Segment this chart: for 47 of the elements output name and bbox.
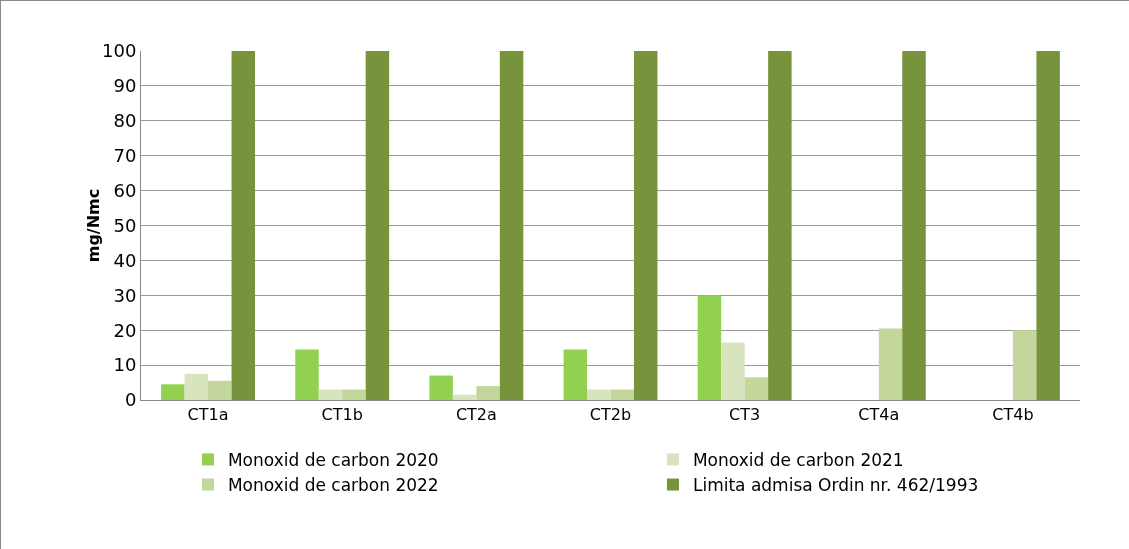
bar xyxy=(476,386,500,400)
bar xyxy=(499,51,524,400)
bar xyxy=(744,377,769,400)
y-tick-label: 50 xyxy=(113,214,137,236)
y-tick-label: 70 xyxy=(113,145,137,166)
x-tick-label: CT1b xyxy=(321,405,363,425)
bar xyxy=(184,373,209,400)
x-tick-label: CT1a xyxy=(187,405,229,425)
y-tick-label: 10 xyxy=(113,354,137,376)
bar xyxy=(231,51,256,400)
bar xyxy=(295,349,319,400)
y-tick-label: 0 xyxy=(124,389,137,411)
x-tick-label: CT2b xyxy=(589,405,632,425)
y-tick-label: 40 xyxy=(113,249,137,271)
y-tick-label: 20 xyxy=(113,319,137,341)
y-tick-label: 100 xyxy=(102,40,137,62)
x-tick-label: CT4a xyxy=(858,405,900,425)
bar xyxy=(208,380,232,400)
y-tick-label: 80 xyxy=(113,110,137,132)
bar xyxy=(452,394,477,400)
x-tick-label: CT4b xyxy=(992,405,1034,425)
legend-label: Monoxid de carbon 2020 xyxy=(227,450,439,471)
y-axis-title: mg/Nmc xyxy=(84,188,103,263)
bar xyxy=(878,328,903,400)
bar xyxy=(342,389,366,400)
legend-label: Monoxid de carbon 2022 xyxy=(227,475,439,496)
y-tick-label: 90 xyxy=(113,75,137,97)
bar xyxy=(587,389,611,400)
bar xyxy=(721,342,745,400)
legend-label: Limita admisa Ordin nr. 462/1993 xyxy=(692,475,979,496)
x-tick-label: CT2a xyxy=(455,405,497,425)
bar xyxy=(318,389,343,400)
bar xyxy=(610,389,634,400)
bar xyxy=(902,51,926,400)
bar xyxy=(563,349,588,400)
bar xyxy=(161,384,185,400)
bar xyxy=(1036,51,1060,400)
bar xyxy=(633,51,658,400)
x-tick-label: CT3 xyxy=(729,405,761,425)
y-tick-label: 60 xyxy=(113,179,137,201)
bar xyxy=(365,51,390,400)
bar xyxy=(1012,330,1037,400)
legend-label: Monoxid de carbon 2021 xyxy=(692,450,904,471)
y-tick-label: 30 xyxy=(113,284,137,306)
bar xyxy=(429,375,453,400)
bar xyxy=(697,295,722,400)
bar xyxy=(768,51,792,400)
